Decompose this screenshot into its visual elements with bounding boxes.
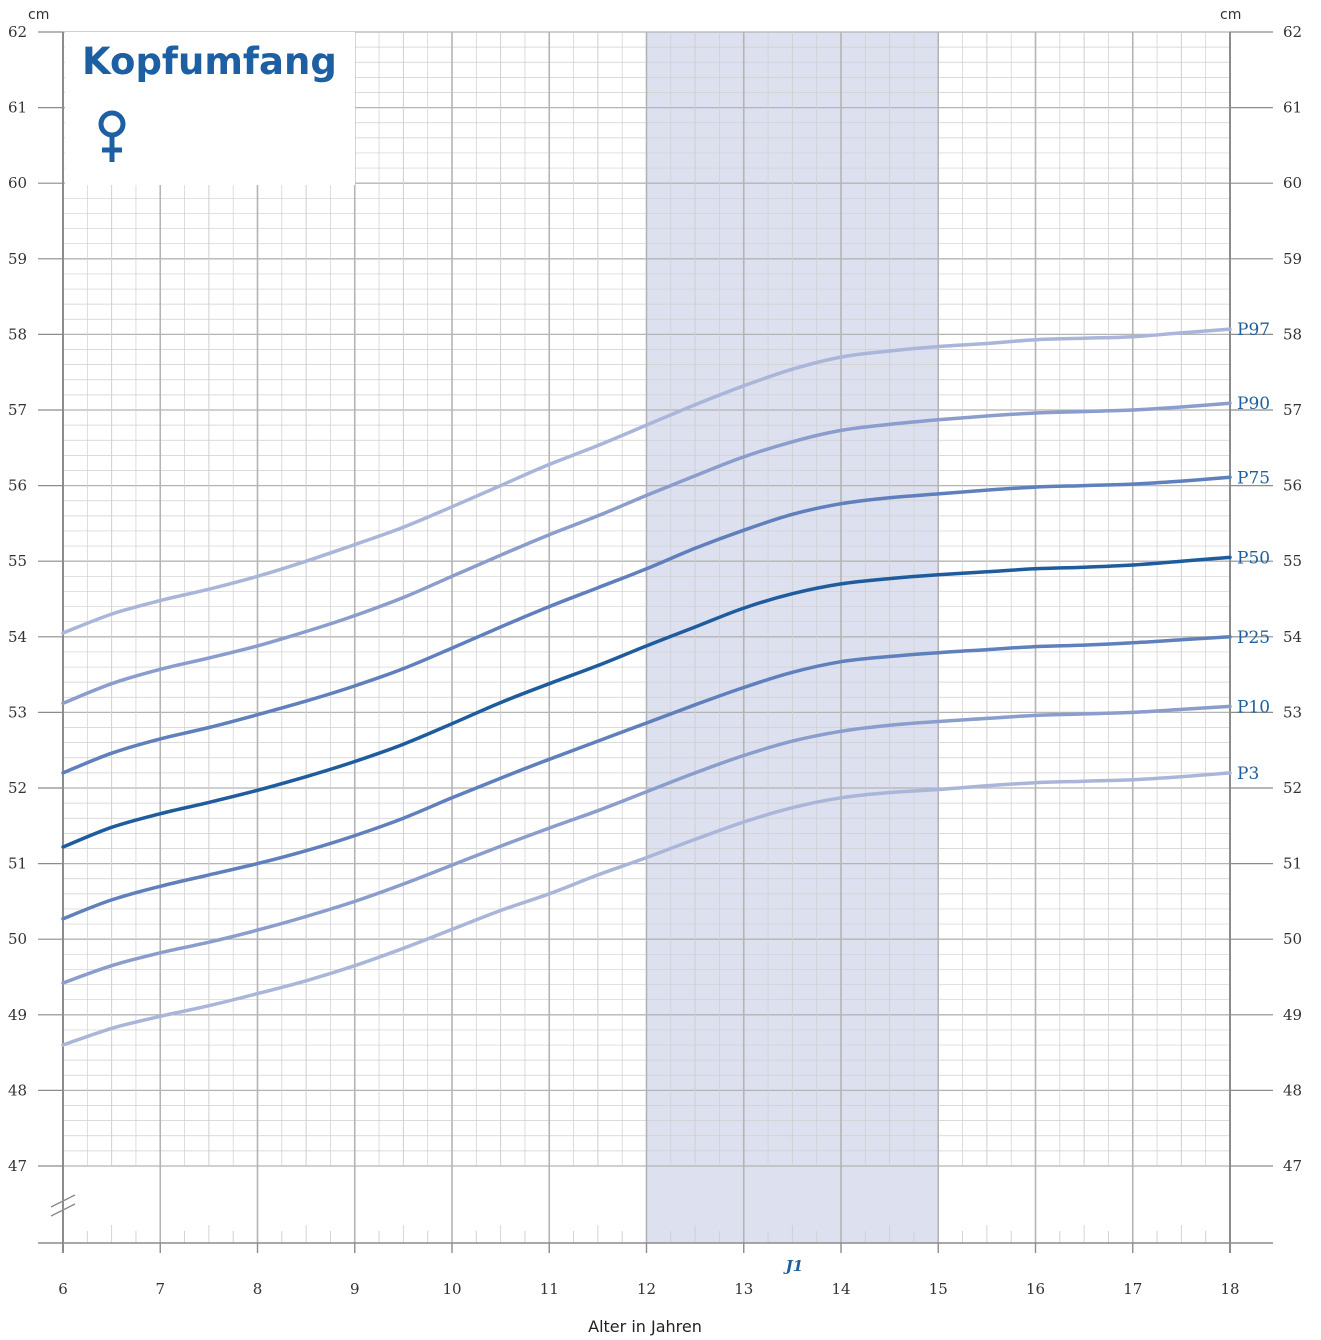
y-tick-label-right: 61 <box>1283 99 1302 117</box>
y-tick-label-right: 51 <box>1283 855 1302 873</box>
axis-break-mark <box>50 1194 76 1208</box>
y-tick-label-right: 58 <box>1283 325 1302 343</box>
curve-p3 <box>61 771 1232 1047</box>
curve-label-p97: P97 <box>1237 320 1270 340</box>
curve-p10 <box>61 704 1232 985</box>
percentile-curves <box>61 327 1232 1047</box>
x-tick-label: 18 <box>1220 1280 1239 1298</box>
x-tick-label: 9 <box>350 1280 360 1298</box>
curve-p50 <box>61 555 1232 849</box>
y-tick-label-right: 52 <box>1283 779 1302 797</box>
y-tick-label-left: 59 <box>8 250 27 268</box>
y-tick-label-left: 58 <box>8 325 27 343</box>
y-tick-label-left: 54 <box>8 628 27 646</box>
x-tick-label: 12 <box>637 1280 656 1298</box>
y-tick-label-right: 57 <box>1283 401 1302 419</box>
y-tick-label-left: 47 <box>8 1157 27 1175</box>
y-tick-label-left: 52 <box>8 779 27 797</box>
y-tick-label-left: 51 <box>8 855 27 873</box>
x-tick-label: 10 <box>442 1280 461 1298</box>
y-tick-label-right: 56 <box>1283 477 1302 495</box>
y-tick-label-right: 47 <box>1283 1157 1302 1175</box>
y-tick-label-right: 55 <box>1283 552 1302 570</box>
curve-p90 <box>61 401 1232 706</box>
chart-title: Kopfumfang <box>82 40 337 83</box>
y-tick-label-right: 60 <box>1283 174 1302 192</box>
x-tick-label: 13 <box>734 1280 753 1298</box>
y-tick-label-left: 49 <box>8 1006 27 1024</box>
y-tick-label-right: 59 <box>1283 250 1302 268</box>
y-tick-label-right: 62 <box>1283 23 1302 41</box>
axis-break-mark <box>50 1203 76 1217</box>
y-tick-label-left: 48 <box>8 1081 27 1099</box>
y-tick-label-left: 53 <box>8 703 27 721</box>
curve-label-p3: P3 <box>1237 764 1259 784</box>
curve-p75 <box>61 475 1232 775</box>
y-tick-label-left: 56 <box>8 477 27 495</box>
labels: 47 47 48 48 49 49 50 50 51 51 52 52 53 53 54 54 55 55 56 56… <box>8 7 1302 1336</box>
curve-label-p90: P90 <box>1237 394 1270 414</box>
curve-label-p10: P10 <box>1237 697 1270 717</box>
y-tick-label-left: 57 <box>8 401 27 419</box>
y-tick-label-right: 54 <box>1283 628 1302 646</box>
unit-label-left: cm <box>28 7 49 23</box>
y-tick-label-left: 50 <box>8 930 27 948</box>
grid <box>62 31 1231 1243</box>
x-tick-label: 17 <box>1123 1280 1142 1298</box>
y-tick-label-left: 60 <box>8 174 27 192</box>
y-tick-label-right: 49 <box>1283 1006 1302 1024</box>
female-symbol-icon <box>98 110 126 162</box>
x-tick-label: 8 <box>253 1280 263 1298</box>
y-tick-label-left: 62 <box>8 23 27 41</box>
y-tick-label-left: 55 <box>8 552 27 570</box>
y-tick-label-left: 61 <box>8 99 27 117</box>
x-tick-label: 7 <box>155 1280 165 1298</box>
curve-label-p75: P75 <box>1237 468 1270 488</box>
x-axis-title: Alter in Jahren <box>588 1317 702 1336</box>
x-tick-label: 15 <box>929 1280 948 1298</box>
curve-p97 <box>61 327 1232 635</box>
curve-p25 <box>61 635 1232 921</box>
x-tick-label: 14 <box>831 1280 850 1298</box>
unit-label-right: cm <box>1220 7 1241 23</box>
x-tick-label: 6 <box>58 1280 68 1298</box>
x-tick-label: 11 <box>540 1280 559 1298</box>
y-tick-label-right: 48 <box>1283 1081 1302 1099</box>
axes <box>38 31 1273 1253</box>
curve-label-p50: P50 <box>1237 548 1270 568</box>
y-tick-label-right: 53 <box>1283 703 1302 721</box>
band-label: J1 <box>783 1257 804 1275</box>
y-tick-label-right: 50 <box>1283 930 1302 948</box>
curve-label-p25: P25 <box>1237 628 1270 648</box>
x-tick-label: 16 <box>1026 1280 1045 1298</box>
